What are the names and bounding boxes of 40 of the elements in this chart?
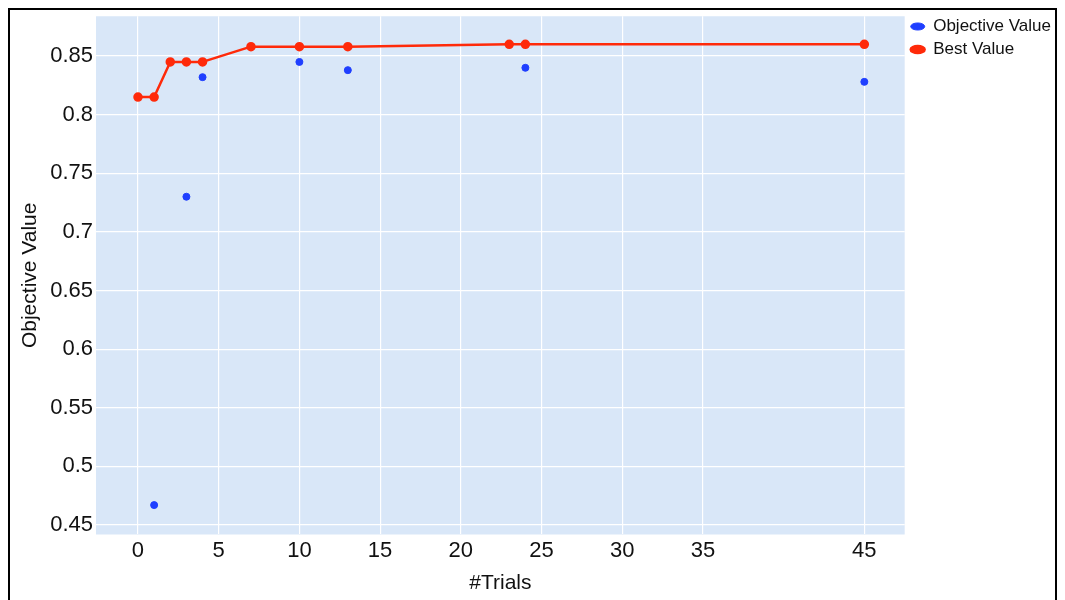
point bbox=[295, 57, 304, 66]
point bbox=[197, 57, 208, 67]
point bbox=[343, 41, 353, 52]
point bbox=[182, 192, 191, 201]
point bbox=[860, 77, 869, 86]
point bbox=[198, 73, 207, 82]
y-tick-label: 0.8 bbox=[62, 100, 94, 126]
point bbox=[246, 41, 256, 52]
x-tick-label: 20 bbox=[448, 536, 474, 562]
x-tick-label: 30 bbox=[609, 536, 635, 562]
x-tick-label: 5 bbox=[212, 536, 225, 562]
y-tick-label: 0.85 bbox=[50, 42, 94, 68]
point bbox=[150, 501, 159, 510]
point bbox=[521, 63, 530, 72]
point bbox=[149, 92, 159, 102]
y-tick-label: 0.45 bbox=[50, 511, 94, 537]
point bbox=[343, 66, 352, 75]
point bbox=[520, 39, 531, 50]
x-tick-label: 0 bbox=[131, 536, 145, 562]
point bbox=[859, 39, 870, 50]
point bbox=[181, 57, 192, 67]
x-tick-label: 25 bbox=[529, 536, 554, 562]
y-tick-label: 0.55 bbox=[50, 393, 94, 419]
point bbox=[294, 41, 305, 52]
y-tick-label: 0.5 bbox=[62, 452, 94, 478]
y-tick-label: 0.6 bbox=[62, 335, 94, 361]
x-axis-title: #Trials bbox=[469, 570, 532, 594]
y-axis-title: Objective Value bbox=[17, 202, 41, 349]
x-tick-label: 35 bbox=[690, 536, 716, 562]
point bbox=[133, 92, 143, 102]
x-tick-label: 45 bbox=[852, 536, 877, 562]
y-tick-label: 0.7 bbox=[62, 217, 94, 243]
legend-label: Objective Value bbox=[933, 16, 1052, 36]
point bbox=[504, 39, 514, 50]
x-tick-label: 15 bbox=[367, 536, 393, 562]
x-tick-label: 10 bbox=[287, 536, 312, 562]
legend-label: Best Value bbox=[933, 39, 1015, 59]
point bbox=[165, 57, 176, 67]
y-tick-label: 0.65 bbox=[50, 276, 94, 302]
y-tick-label: 0.75 bbox=[50, 159, 94, 185]
